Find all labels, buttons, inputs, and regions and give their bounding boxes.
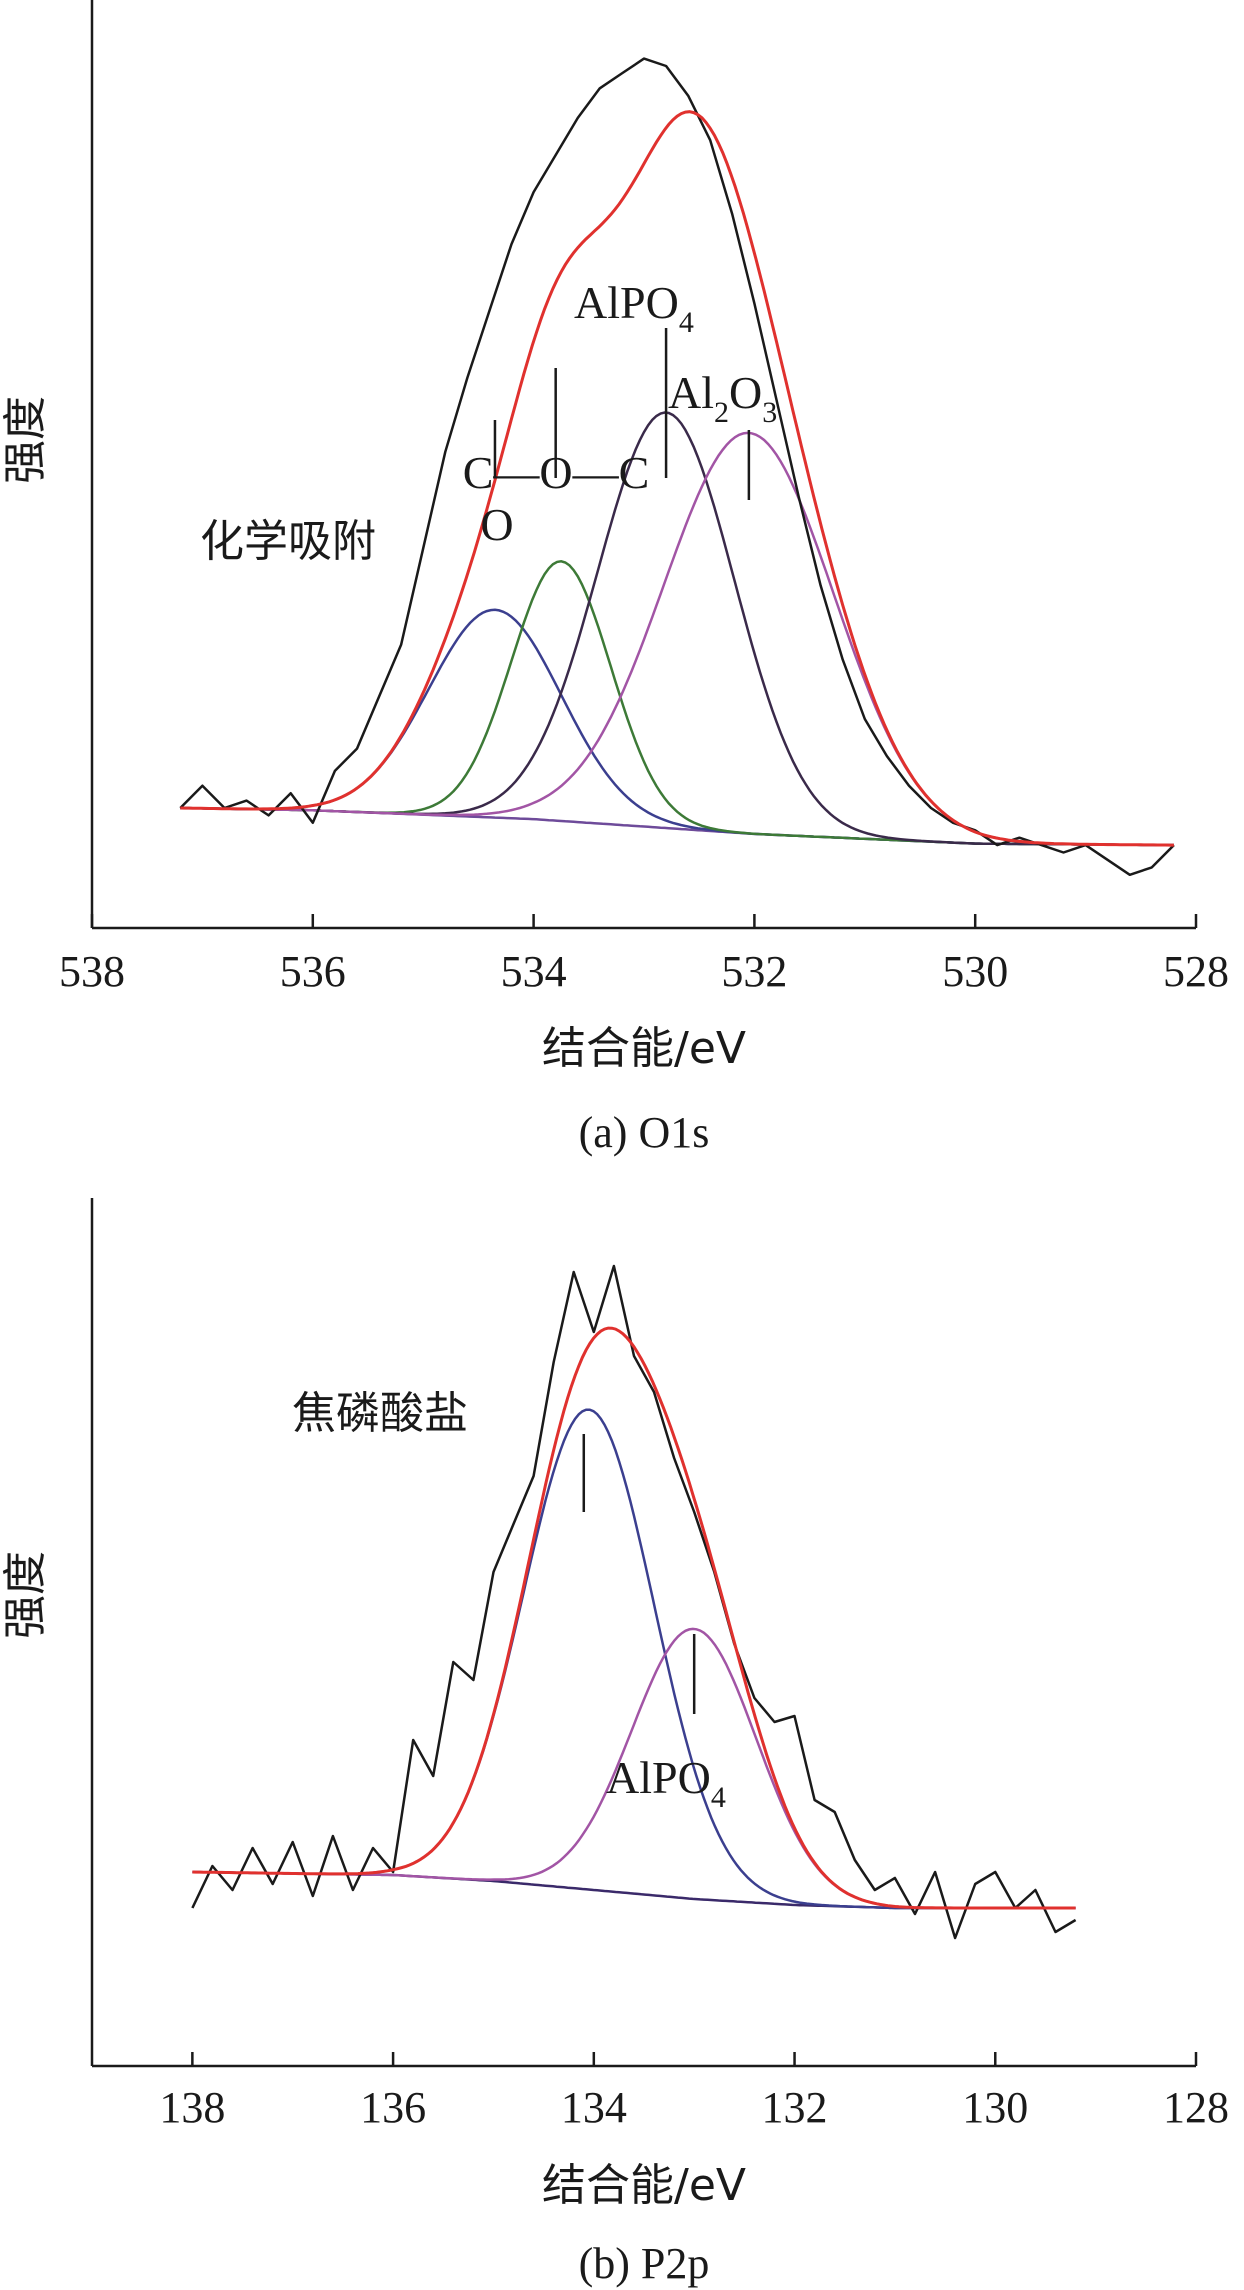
x-tick-label: 536 <box>280 947 346 996</box>
series-fit-envelope <box>192 1326 1076 1910</box>
x-tick-label: 128 <box>1163 2083 1229 2132</box>
panel-caption: (b) P2p <box>579 2239 710 2288</box>
annotation-al2o3: Al2O3 <box>668 367 777 429</box>
x-tick-label: 528 <box>1163 947 1229 996</box>
series-group <box>191 1264 1077 1940</box>
x-tick-label: 134 <box>561 2083 627 2132</box>
y-axis-label: 强度 <box>0 396 51 484</box>
series-component-3 <box>180 411 1174 847</box>
x-tick-labels: 538 536 534 532 530 528 <box>59 947 1229 996</box>
annotation-alpo4-sub: 4 <box>679 306 694 339</box>
panel-o1s: 538 536 534 532 530 528 结合能/eV (a) O1s 强度 化学吸… <box>0 0 1229 1157</box>
annotation-pyrophosphate: 焦磷酸盐 <box>292 1388 468 1439</box>
annotation-alpo4-main: AlPO <box>574 277 679 328</box>
annotation-coc: C—O—C <box>463 447 650 498</box>
x-tick-label: 530 <box>942 947 1008 996</box>
x-tick-label: 136 <box>360 2083 426 2132</box>
y-axis-label: 强度 <box>0 1551 51 1639</box>
panel-p2p: 138 136 134 132 130 128 结合能/eV (b) P2p 强度 焦磷酸… <box>0 1198 1229 2288</box>
annotation-al2o3-sub3: 3 <box>762 396 777 429</box>
peak-markers <box>493 328 751 500</box>
panel-caption: (a) O1s <box>579 1108 710 1157</box>
x-axis-label: 结合能/eV <box>542 2160 746 2211</box>
x-tick-label: 132 <box>762 2083 828 2132</box>
annotation-alpo4-main: AlPO <box>606 1752 711 1803</box>
annotation-alpo4-sub: 4 <box>711 1781 726 1814</box>
series-component-1 <box>192 1408 1076 1910</box>
x-tick-label: 534 <box>501 947 567 996</box>
peak-markers <box>582 1434 696 1714</box>
annotation-al2o3-o: O <box>729 367 762 418</box>
x-tick-label: 138 <box>159 2083 225 2132</box>
x-tick-label: 538 <box>59 947 125 996</box>
series-raw-spectrum <box>191 1264 1077 1940</box>
series-raw-spectrum <box>179 57 1175 877</box>
annotation-alpo4: AlPO4 <box>574 277 694 339</box>
series-group <box>179 57 1175 877</box>
x-ticks <box>90 914 1198 928</box>
series-fit-envelope <box>180 110 1174 847</box>
x-tick-label: 130 <box>962 2083 1028 2132</box>
x-tick-labels: 138 136 134 132 130 128 <box>159 2083 1229 2132</box>
x-ticks <box>191 2052 1198 2066</box>
annotation-alpo4: AlPO4 <box>606 1752 726 1814</box>
x-tick-label: 532 <box>721 947 787 996</box>
annotation-o: O <box>480 499 513 550</box>
annotation-al2o3-al: Al <box>668 367 714 418</box>
x-axis-label: 结合能/eV <box>542 1023 746 1074</box>
annotation-chemisorbed: 化学吸附 <box>200 516 376 567</box>
annotation-al2o3-sub2: 2 <box>714 396 729 429</box>
